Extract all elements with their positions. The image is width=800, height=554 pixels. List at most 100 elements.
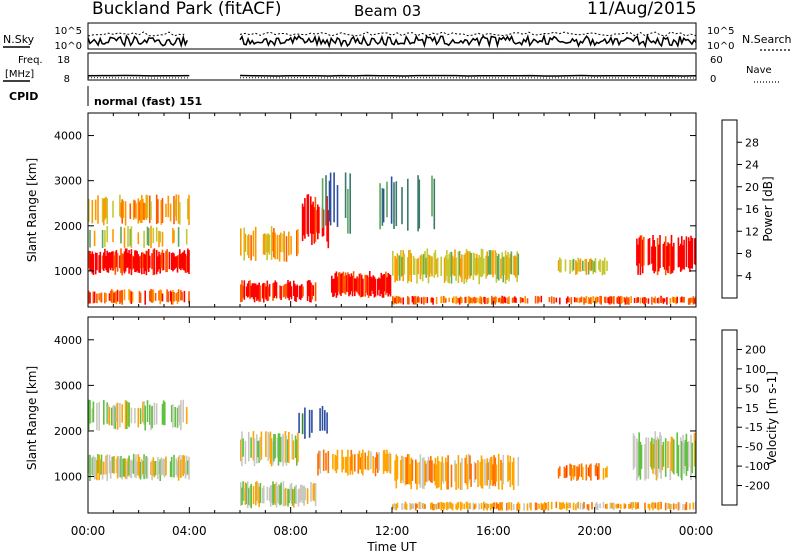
velocity-cell: [396, 502, 399, 509]
velocity-cell: [393, 503, 395, 509]
power-cell: [175, 293, 178, 301]
velocity-cell: [151, 460, 153, 481]
velocity-cell: [137, 454, 140, 476]
power-cell: [570, 297, 573, 305]
velocity-cell: [563, 503, 566, 509]
power-cell: [137, 232, 140, 245]
power-cell: [172, 290, 174, 305]
velocity-cell: [509, 455, 512, 488]
power-cell: [585, 258, 588, 275]
power-cell: [597, 297, 599, 303]
power-cell: [101, 198, 104, 223]
velocity-cell: [278, 484, 280, 504]
velocity-cell: [94, 457, 97, 479]
velocity-cell: [421, 503, 424, 509]
velocity-cell: [430, 502, 432, 510]
power-cell: [431, 175, 433, 217]
power-cell: [272, 283, 274, 301]
power-cell: [188, 250, 190, 274]
power-cell: [472, 252, 475, 281]
velocity-cell: [492, 464, 494, 486]
power-cell: [486, 251, 488, 277]
power-cell: [654, 246, 657, 272]
power-cell: [360, 274, 363, 297]
power-cell: [550, 296, 553, 304]
power-cell: [689, 298, 691, 305]
power-cell: [274, 232, 276, 260]
power-cell: [167, 291, 170, 303]
velocity-cell: [454, 460, 456, 482]
velocity-cell: [448, 502, 450, 509]
power-cell: [157, 256, 159, 272]
power-cell: [288, 282, 290, 301]
velocity-cell: [402, 456, 404, 484]
power-cell: [144, 254, 146, 272]
power-cell: [155, 227, 158, 242]
power-cell: [398, 296, 401, 303]
power-cell: [152, 227, 155, 244]
power-cell: [508, 257, 510, 282]
power-cell: [314, 197, 317, 242]
velocity-cell: [660, 501, 662, 510]
power-cell: [142, 199, 144, 220]
velocity-cell: [631, 501, 634, 510]
power-cell: [101, 229, 104, 248]
power-cell: [461, 254, 463, 283]
velocity-cell: [345, 456, 348, 473]
velocity-cell: [185, 455, 188, 476]
power-cell: [301, 203, 304, 242]
power-cell: [128, 289, 130, 301]
velocity-cell: [678, 502, 681, 510]
power-cell: [402, 297, 404, 305]
velocity-cell: [615, 504, 617, 509]
velocity-cell: [245, 483, 248, 504]
velocity-cell: [105, 455, 107, 475]
power-cell: [326, 196, 328, 242]
velocity-cell: [673, 439, 675, 475]
power-cell: [98, 255, 100, 273]
power-cell: [643, 297, 645, 305]
power-cell: [179, 202, 181, 225]
power-cell: [112, 251, 114, 271]
velocity-cell: [113, 455, 115, 474]
velocity-cell: [655, 439, 658, 481]
power-cell: [160, 289, 163, 302]
power-cell: [395, 181, 398, 227]
velocity-cell: [182, 399, 184, 423]
power-cell: [501, 252, 503, 276]
power-cell: [592, 296, 594, 303]
power-cell: [514, 296, 516, 303]
power-cell: [345, 275, 348, 292]
power-cell: [122, 200, 125, 219]
power-cell: [464, 296, 467, 304]
power-cell: [453, 296, 455, 304]
velocity-cell: [360, 453, 363, 474]
power-cell: [449, 251, 452, 277]
power-cell: [187, 198, 189, 220]
power-cell: [322, 209, 325, 236]
velocity-cell: [668, 503, 670, 509]
power-cell: [285, 236, 288, 262]
velocity-cell: [174, 407, 176, 428]
velocity-cell: [332, 454, 334, 470]
velocity-cell: [677, 444, 680, 477]
power-cell: [605, 296, 607, 304]
velocity-cell: [587, 467, 590, 476]
power-cell: [248, 234, 250, 258]
power-cell: [491, 251, 493, 275]
power-cell: [468, 296, 470, 305]
power-cell: [273, 282, 275, 299]
velocity-cell: [542, 503, 545, 511]
velocity-cell: [590, 463, 592, 481]
velocity-cell: [259, 437, 261, 461]
power-cell: [431, 256, 433, 277]
velocity-cell: [480, 502, 483, 509]
velocity-cell: [303, 485, 305, 506]
velocity-cell: [689, 503, 691, 510]
power-cell: [357, 277, 360, 295]
power-cell: [138, 291, 141, 303]
power-cell: [691, 297, 693, 303]
velocity-cell: [591, 502, 593, 510]
velocity-cell: [660, 435, 662, 479]
velocity-cell: [176, 407, 179, 428]
